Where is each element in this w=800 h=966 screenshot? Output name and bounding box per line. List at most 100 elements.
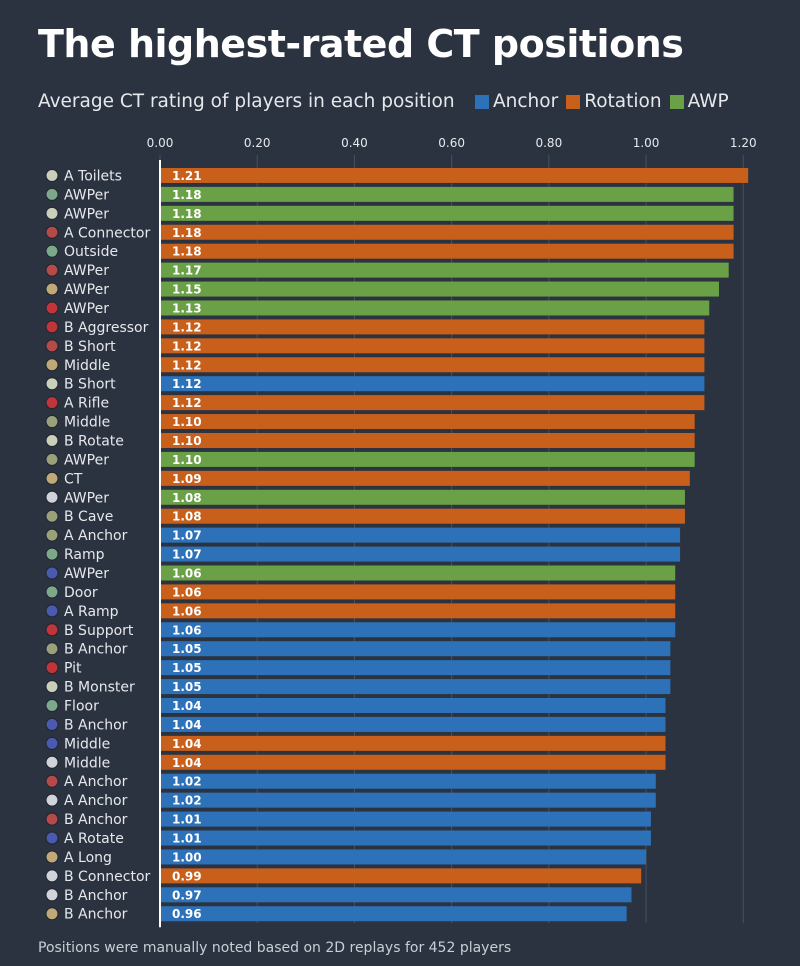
row-label: B Monster	[64, 680, 135, 696]
bar	[160, 489, 685, 505]
row-label: Middle	[64, 358, 110, 374]
legend: Anchor Rotation AWP	[475, 91, 729, 112]
map-icon	[45, 585, 59, 599]
chart-subtitle: Average CT rating of players in each pos…	[38, 91, 455, 112]
bar-value-label: 1.01	[172, 832, 202, 846]
bar	[160, 622, 676, 638]
map-icon	[45, 206, 59, 220]
map-icon	[45, 244, 59, 258]
map-icon	[45, 812, 59, 826]
row-label: AWPer	[64, 301, 109, 317]
row-label: B Anchor	[64, 907, 128, 923]
row-label: A Rotate	[64, 831, 124, 847]
legend-swatch-rotation	[566, 94, 581, 109]
bar-value-label: 1.18	[172, 226, 202, 240]
bar-value-label: 1.06	[172, 623, 202, 637]
bar	[160, 470, 690, 486]
row-label: AWPer	[64, 187, 109, 203]
bar-value-label: 1.10	[172, 434, 202, 448]
bar-value-label: 1.04	[172, 699, 202, 713]
map-icon	[45, 509, 59, 523]
bar	[160, 205, 734, 221]
row-label: AWPer	[64, 263, 109, 279]
map-icon	[45, 888, 59, 902]
x-tick-label: 0.20	[244, 136, 271, 150]
bar	[160, 887, 632, 903]
row-label: Outside	[64, 244, 118, 260]
chart-title: The highest-rated CT positions	[38, 22, 684, 66]
bar	[160, 660, 671, 676]
bar-value-label: 1.10	[172, 415, 202, 429]
bar	[160, 357, 705, 373]
bar	[160, 243, 734, 259]
row-label: B Cave	[64, 509, 113, 525]
map-icon	[45, 490, 59, 504]
map-icon	[45, 604, 59, 618]
footnote: Positions were manually noted based on 2…	[38, 940, 512, 956]
row-label: B Aggressor	[64, 320, 149, 336]
row-label: B Anchor	[64, 717, 128, 733]
map-icon	[45, 907, 59, 921]
bar-value-label: 1.08	[172, 491, 202, 505]
row-label: AWPer	[64, 452, 109, 468]
bar	[160, 395, 705, 411]
bar	[160, 735, 666, 751]
map-icon	[45, 377, 59, 391]
bar	[160, 754, 666, 770]
map-icon	[45, 282, 59, 296]
bar-value-label: 1.00	[172, 850, 202, 864]
row-label: A Long	[64, 850, 112, 866]
bar-value-label: 1.15	[172, 283, 202, 297]
row-label: A Connector	[64, 225, 150, 241]
bar	[160, 167, 749, 183]
bar-value-label: 1.08	[172, 510, 202, 524]
bar-value-label: 0.96	[172, 907, 202, 921]
x-tick-label: 0.40	[341, 136, 368, 150]
legend-item-anchor: Anchor	[475, 91, 558, 112]
bar-value-label: 0.97	[172, 888, 202, 902]
bar	[160, 281, 719, 297]
bar-value-label: 1.12	[172, 396, 202, 410]
map-icon	[45, 358, 59, 372]
map-icon	[45, 225, 59, 239]
bar-value-label: 1.07	[172, 548, 202, 562]
legend-item-awp: AWP	[669, 91, 729, 112]
row-label: Pit	[64, 661, 82, 677]
map-icon	[45, 547, 59, 561]
bar	[160, 546, 681, 562]
bar	[160, 451, 695, 467]
map-icon	[45, 869, 59, 883]
map-icon	[45, 793, 59, 807]
map-icon	[45, 642, 59, 656]
bar	[160, 830, 651, 846]
bar-value-label: 1.18	[172, 188, 202, 202]
legend-item-rotation: Rotation	[566, 91, 662, 112]
bar-value-label: 1.04	[172, 718, 202, 732]
map-icon	[45, 831, 59, 845]
map-icon	[45, 680, 59, 694]
bar-value-label: 0.99	[172, 869, 202, 883]
bar	[160, 603, 676, 619]
map-icon	[45, 661, 59, 675]
map-icon	[45, 263, 59, 277]
row-label: B Rotate	[64, 433, 124, 449]
map-icon	[45, 717, 59, 731]
row-label: Middle	[64, 755, 110, 771]
map-icon	[45, 623, 59, 637]
bar	[160, 679, 671, 695]
bar	[160, 849, 647, 865]
bar-value-label: 1.05	[172, 680, 202, 694]
row-label: Door	[64, 585, 98, 601]
bar	[160, 224, 734, 240]
bar-value-label: 1.18	[172, 207, 202, 221]
bar-value-label: 1.06	[172, 566, 202, 580]
map-icon	[45, 850, 59, 864]
bar-value-label: 1.02	[172, 794, 202, 808]
row-label: B Connector	[64, 869, 151, 885]
bar-value-label: 1.12	[172, 358, 202, 372]
map-icon	[45, 168, 59, 182]
bar-value-label: 1.05	[172, 642, 202, 656]
bar	[160, 508, 685, 524]
row-label: B Anchor	[64, 642, 128, 658]
bar-value-label: 1.09	[172, 472, 202, 486]
